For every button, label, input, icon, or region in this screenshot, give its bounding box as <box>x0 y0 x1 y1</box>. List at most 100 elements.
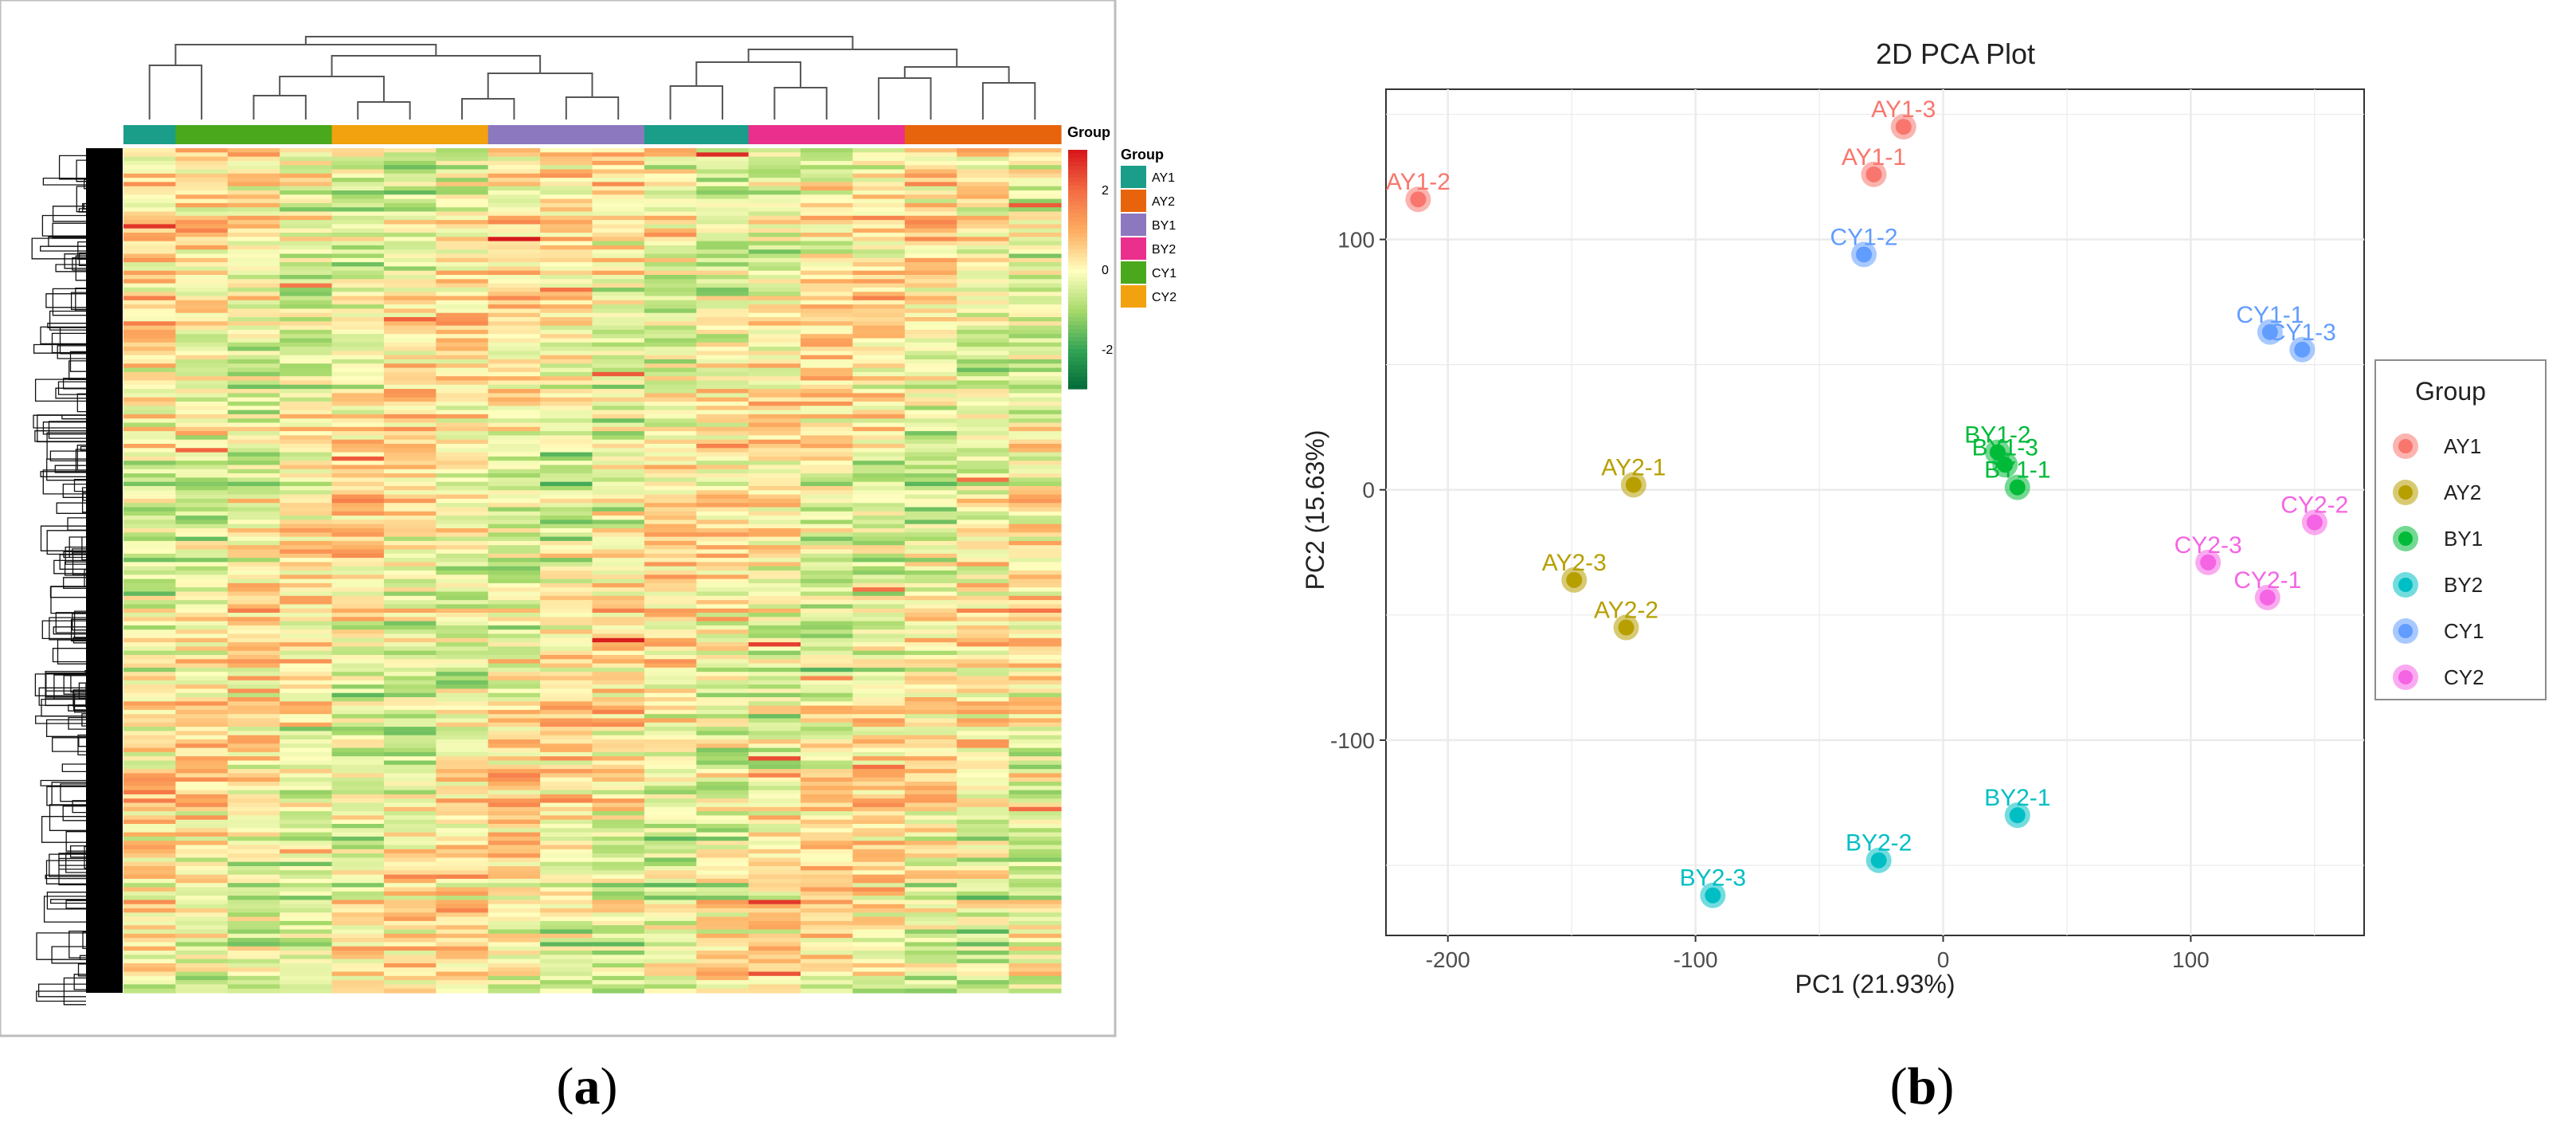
heatmap-cell <box>696 904 750 909</box>
heatmap-cell <box>227 697 280 702</box>
heatmap-cell <box>227 764 280 770</box>
heatmap-cell <box>123 253 176 259</box>
heatmap-cell <box>957 786 1010 791</box>
heatmap-cell <box>904 735 957 740</box>
heatmap-cell <box>852 371 906 377</box>
heatmap-cell <box>904 802 957 808</box>
heatmap-cell <box>957 566 1010 571</box>
heatmap-cell <box>331 633 385 639</box>
heatmap-cell <box>436 371 489 377</box>
heatmap-cell <box>540 376 593 382</box>
heatmap-cell <box>175 705 229 711</box>
heatmap-cell <box>487 608 541 614</box>
heatmap-cell <box>175 929 229 935</box>
heatmap-cell <box>696 186 750 191</box>
heatmap-cell <box>592 633 645 639</box>
heatmap-cell <box>436 215 489 221</box>
heatmap-cell <box>280 523 333 529</box>
heatmap-cell <box>852 836 906 841</box>
heatmap-cell <box>540 735 593 740</box>
heatmap-cell <box>175 655 229 660</box>
heatmap-cell <box>487 942 541 947</box>
heatmap-cell <box>175 169 229 174</box>
heatmap-cell <box>123 503 176 508</box>
heatmap-cell <box>801 312 854 318</box>
heatmap-cell <box>644 853 697 858</box>
heatmap-cell <box>383 984 437 990</box>
heatmap-cell <box>540 714 593 720</box>
heatmap-cell <box>383 684 437 689</box>
heatmap-cell <box>227 160 280 166</box>
heatmap-cell <box>852 173 906 178</box>
heatmap-cell <box>904 920 957 926</box>
heatmap-cell <box>904 967 957 973</box>
heatmap-cell <box>175 794 229 799</box>
heatmap-cell <box>696 908 750 913</box>
heatmap-cell <box>748 367 801 373</box>
heatmap-cell <box>227 802 280 808</box>
heatmap-cell <box>644 790 697 795</box>
heatmap-cell <box>175 853 229 858</box>
heatmap-cell <box>904 971 957 977</box>
heatmap-cell <box>801 874 854 880</box>
heatmap-cell <box>957 782 1010 786</box>
heatmap-cell <box>592 828 645 833</box>
heatmap-cell <box>227 202 280 208</box>
heatmap-cell <box>487 578 541 584</box>
heatmap-cell <box>644 355 697 360</box>
heatmap-cell <box>123 207 176 213</box>
heatmap-cell <box>801 456 854 461</box>
heatmap-cell <box>123 727 176 731</box>
heatmap-cell <box>1008 857 1062 863</box>
heatmap-cell <box>592 498 645 504</box>
heatmap-cell <box>123 477 176 483</box>
heatmap-cell <box>852 334 906 339</box>
heatmap-cell <box>904 984 957 990</box>
heatmap-cell <box>696 883 750 888</box>
heatmap-cell <box>123 469 176 474</box>
heatmap-cell <box>227 237 280 242</box>
heatmap-cell <box>540 764 593 770</box>
heatmap-cell <box>436 705 489 711</box>
heatmap-cell <box>123 578 176 584</box>
heatmap-cell <box>487 321 541 327</box>
heatmap-cell <box>696 751 750 757</box>
heatmap-cell <box>696 633 750 639</box>
heatmap-cell <box>904 545 957 551</box>
heatmap-cell <box>331 849 385 854</box>
heatmap-cell <box>644 735 697 740</box>
heatmap-cell <box>123 511 176 516</box>
heatmap-cell <box>280 828 333 833</box>
heatmap-cell <box>487 878 541 884</box>
heatmap-cell <box>227 549 280 555</box>
heatmap-cell <box>436 528 489 533</box>
heatmap-cell <box>904 503 957 508</box>
heatmap-cell <box>175 633 229 639</box>
heatmap-cell <box>383 811 437 816</box>
heatmap-cell <box>280 587 333 593</box>
heatmap-cell <box>904 891 957 896</box>
heatmap-cell <box>280 896 333 900</box>
heatmap-cell <box>123 536 176 542</box>
heatmap-cell <box>904 452 957 457</box>
heatmap-cell <box>696 359 750 364</box>
heatmap-cell <box>1008 308 1062 314</box>
heatmap-cell <box>280 870 333 876</box>
heatmap-cell <box>852 312 906 318</box>
heatmap-cell <box>904 747 957 753</box>
heatmap-cell <box>957 435 1010 441</box>
heatmap-cell <box>957 270 1010 276</box>
heatmap-cell <box>436 178 489 182</box>
heatmap-cell <box>280 220 333 225</box>
heatmap-cell <box>904 325 957 331</box>
heatmap-cell <box>227 811 280 816</box>
heatmap-cell <box>280 481 333 487</box>
heatmap-cell <box>280 633 333 639</box>
heatmap-cell <box>540 237 593 242</box>
heatmap-cell <box>436 279 489 284</box>
heatmap-cell <box>175 490 229 496</box>
color-scale-segment <box>1068 369 1087 374</box>
heatmap-cell <box>644 329 697 335</box>
heatmap-cell <box>644 786 697 791</box>
heatmap-cell <box>644 173 697 178</box>
